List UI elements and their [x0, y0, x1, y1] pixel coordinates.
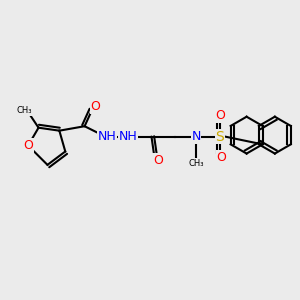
Text: N: N [191, 130, 201, 143]
Text: O: O [216, 151, 226, 164]
Text: O: O [153, 154, 163, 167]
Text: CH₃: CH₃ [188, 159, 204, 168]
Text: CH₃: CH₃ [16, 106, 32, 115]
Text: O: O [215, 109, 225, 122]
Text: NH: NH [118, 130, 137, 143]
Text: NH: NH [98, 130, 116, 143]
Text: S: S [215, 130, 224, 144]
Text: O: O [91, 100, 100, 113]
Text: O: O [23, 139, 33, 152]
